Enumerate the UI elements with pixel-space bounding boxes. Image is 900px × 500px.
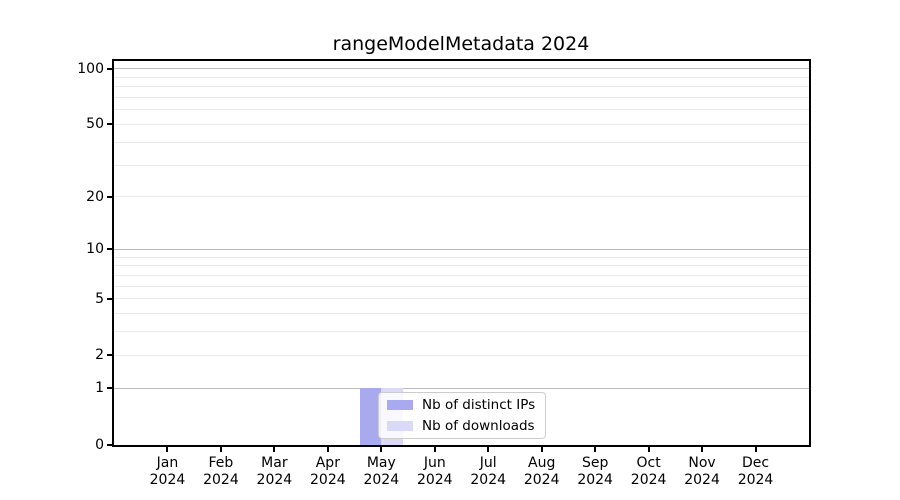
x-tick-month: Jul (479, 455, 497, 471)
x-tick-month: Oct (636, 455, 661, 471)
x-tick (380, 447, 383, 452)
x-tick-year: 2024 (416, 472, 453, 488)
legend-label-distinct-ips: Nb of distinct IPs (422, 397, 536, 413)
y-minor-gridline (114, 354, 809, 356)
y-minor-gridline (114, 274, 809, 276)
y-tick (107, 195, 112, 198)
x-tick-label: Oct 2024 (631, 455, 667, 489)
y-tick (107, 297, 112, 300)
legend-entry-downloads: Nb of downloads (387, 418, 535, 434)
y-minor-gridline (114, 285, 809, 287)
x-tick-label: Jun 2024 (417, 455, 453, 489)
x-tick-year: 2024 (737, 472, 774, 488)
legend-swatch-distinct-ips-icon (387, 400, 413, 410)
x-tick-month: Feb (208, 455, 234, 471)
x-tick (754, 447, 757, 452)
x-tick (273, 447, 276, 452)
y-tick (107, 67, 112, 70)
x-tick-month: Jan (156, 455, 179, 471)
x-tick-month: Sep (581, 455, 609, 471)
x-tick-month: Mar (261, 455, 288, 471)
x-tick (647, 447, 650, 452)
x-tick-label: Jan 2024 (150, 455, 186, 489)
y-minor-gridline (114, 96, 809, 98)
x-tick-year: 2024 (149, 472, 186, 488)
x-tick-year: 2024 (470, 472, 507, 488)
x-tick-year: 2024 (630, 472, 667, 488)
x-tick (166, 447, 169, 452)
legend-swatch-downloads-icon (387, 421, 413, 431)
y-minor-gridline (114, 123, 809, 125)
x-tick-label: Dec 2024 (738, 455, 774, 489)
x-tick-month: Aug (528, 455, 556, 471)
x-tick-label: Apr 2024 (310, 455, 346, 489)
chart-title: rangeModelMetadata 2024 (332, 33, 590, 55)
x-tick (594, 447, 597, 452)
x-tick (326, 447, 329, 452)
y-tick (107, 248, 112, 251)
x-tick (540, 447, 543, 452)
y-minor-gridline (114, 141, 809, 143)
y-tick-label: 5 (95, 290, 104, 307)
y-tick-label: 20 (86, 188, 104, 205)
y-tick-label: 10 (86, 241, 104, 258)
y-minor-gridline (114, 313, 809, 315)
y-tick-label: 1 (95, 380, 104, 397)
plot-area (112, 59, 811, 447)
x-tick-year: 2024 (523, 472, 560, 488)
x-tick-year: 2024 (310, 472, 346, 488)
x-tick-label: Feb 2024 (203, 455, 239, 489)
x-tick-label: Aug 2024 (524, 455, 560, 489)
x-tick-label: May 2024 (363, 455, 399, 489)
y-tick-label: 50 (86, 116, 104, 133)
x-tick-month: Apr (315, 455, 340, 471)
y-minor-gridline (114, 86, 809, 88)
y-tick (107, 123, 112, 126)
y-tick-label: 2 (95, 347, 104, 364)
x-tick-month: Dec (741, 455, 770, 471)
x-tick-year: 2024 (203, 472, 239, 488)
x-tick-month: Nov (688, 455, 716, 471)
x-tick (433, 447, 436, 452)
y-tick (107, 444, 112, 446)
x-tick-year: 2024 (684, 472, 720, 488)
legend-entry-distinct-ips: Nb of distinct IPs (387, 397, 535, 413)
x-tick-month: Jun (423, 455, 446, 471)
x-tick-label: Mar 2024 (257, 455, 293, 489)
y-major-gridline (114, 387, 809, 389)
x-tick-year: 2024 (577, 472, 613, 488)
x-tick (219, 447, 222, 452)
y-major-gridline (114, 248, 809, 250)
y-minor-gridline (114, 196, 809, 198)
y-minor-gridline (114, 265, 809, 267)
x-tick-label: Nov 2024 (684, 455, 720, 489)
y-minor-gridline (114, 256, 809, 258)
y-minor-gridline (114, 109, 809, 111)
x-tick-year: 2024 (256, 472, 293, 488)
x-tick (487, 447, 490, 452)
legend: Nb of distinct IPs Nb of downloads (378, 392, 547, 439)
y-minor-gridline (114, 298, 809, 300)
x-tick (701, 447, 704, 452)
x-tick-label: Sep 2024 (577, 455, 613, 489)
y-tick (107, 387, 112, 390)
bar-distinct-ips (359, 388, 382, 445)
x-tick-month: May (366, 455, 396, 471)
y-tick-label: 0 (95, 437, 104, 453)
y-minor-gridline (114, 331, 809, 333)
y-tick-label: 100 (77, 60, 104, 77)
y-minor-gridline (114, 164, 809, 166)
y-tick (107, 354, 112, 357)
legend-label-downloads: Nb of downloads (422, 418, 535, 434)
y-major-gridline (114, 68, 809, 70)
x-tick-year: 2024 (363, 472, 400, 488)
y-minor-gridline (114, 76, 809, 78)
x-tick-label: Jul 2024 (470, 455, 506, 489)
